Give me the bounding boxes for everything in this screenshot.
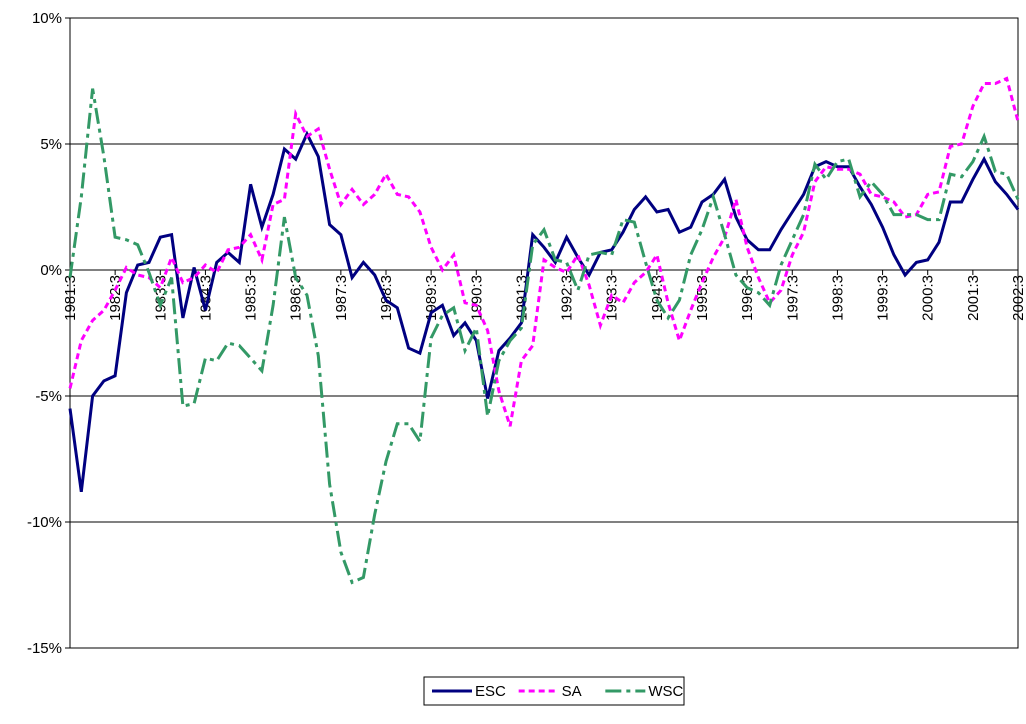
x-tick-label: 1998:3 — [829, 275, 846, 321]
series-line — [68, 76, 1020, 427]
y-tick-label: -10% — [27, 514, 62, 531]
x-tick-label: 1990:3 — [468, 275, 485, 321]
x-tick-label: 2000:3 — [920, 275, 937, 321]
y-tick-label: 5% — [40, 136, 62, 153]
series-line — [68, 88, 1020, 585]
x-tick-label: 1992:3 — [559, 275, 576, 321]
x-tick-label: 1981:3 — [62, 275, 79, 321]
x-tick-label: 1987:3 — [333, 275, 350, 321]
x-tick-label: 1982:3 — [107, 275, 124, 321]
legend-label: WSC — [648, 683, 683, 700]
y-tick-label: -15% — [27, 640, 62, 657]
x-tick-label: 1986:3 — [288, 275, 305, 321]
x-tick-label: 2001:3 — [965, 275, 982, 321]
x-tick-label: 1996:3 — [739, 275, 756, 321]
x-tick-label: 1999:3 — [875, 275, 892, 321]
legend-label: ESC — [475, 683, 506, 700]
x-tick-label: 1983:3 — [152, 275, 169, 321]
x-tick-label: 2002:3 — [1010, 275, 1026, 321]
y-tick-label: 0% — [40, 262, 62, 279]
x-tick-label: 1997:3 — [784, 275, 801, 321]
y-tick-label: -5% — [35, 388, 62, 405]
plot-area — [69, 17, 1019, 649]
y-tick-label: 10% — [32, 10, 62, 27]
x-tick-label: 1985:3 — [243, 275, 260, 321]
x-tick-label: 1995:3 — [694, 275, 711, 321]
legend-label: SA — [562, 683, 582, 700]
